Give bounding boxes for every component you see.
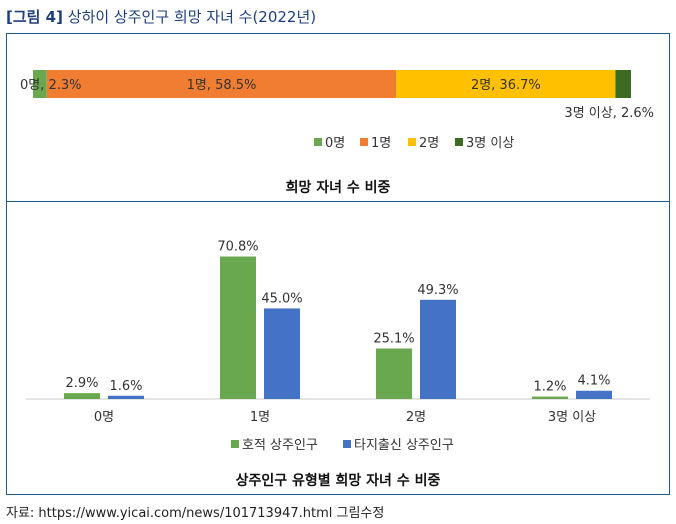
figure-title: [그림 4] 상하이 상주인구 희망 자녀 수(2022년) — [6, 6, 316, 27]
bar-value-label-0-0: 2.9% — [65, 376, 98, 391]
legend-label-3: 3명 이상 — [466, 136, 514, 151]
legend-swatch-s1 — [343, 440, 351, 448]
bar-value-label-0-3: 1.2% — [533, 380, 566, 395]
bar-value-label-1-2: 49.3% — [417, 283, 458, 298]
legend-label-0: 0명 — [325, 136, 345, 151]
bar-0-0 — [64, 393, 100, 399]
legend-swatch-0 — [314, 138, 322, 146]
bar-1-3 — [576, 390, 612, 399]
data-label-2: 2명, 36.7% — [471, 78, 541, 93]
legend-label-s0: 호적 상주인구 — [242, 438, 318, 453]
bar-value-label-1-0: 1.6% — [109, 379, 142, 394]
x-tick-label-2: 2명 — [406, 410, 426, 425]
panel-divider — [6, 201, 670, 202]
bar-segment-2 — [396, 70, 616, 98]
figure-label: [그림 4] — [6, 8, 63, 26]
legend-label-s1: 타지출신 상주인구 — [354, 438, 454, 453]
bar-1-0 — [108, 395, 144, 399]
bar-segment-1 — [46, 70, 397, 98]
figure-frame — [6, 33, 670, 495]
legend-swatch-1 — [360, 138, 368, 146]
data-label-3: 3명 이상, 2.6% — [564, 106, 654, 121]
bar-0-3 — [532, 396, 568, 399]
data-label-0: 0명, 2.3% — [20, 78, 82, 93]
legend-label-2: 2명 — [419, 136, 439, 151]
legend-swatch-2 — [408, 138, 416, 146]
stacked-share-chart: 0명, 2.3% 1명, 58.5% 2명, 36.7% 3명 이상, 2.6% 0명 1… — [20, 70, 654, 196]
grouped-bar-chart: 2.9% 1.6% 0명 70.8% 45.0% 1명 25.1% 49.3% 2명 1.2% 4.… — [26, 240, 650, 489]
figure-title-text: 상하이 상주인구 희망 자녀 수(2022년) — [67, 8, 317, 26]
bar-value-label-0-1: 70.8% — [217, 240, 258, 255]
bar-1-2 — [420, 299, 456, 399]
chart-title: 상주인구 유형별 희망 자녀 수 비중 — [236, 472, 441, 489]
x-tick-label-3: 3명 이상 — [548, 410, 596, 425]
legend-label-1: 1명 — [371, 136, 391, 151]
x-tick-label-1: 1명 — [250, 410, 270, 425]
bar-0-2 — [376, 348, 412, 399]
chart-title: 희망 자녀 수 비중 — [286, 179, 391, 196]
bar-value-label-0-2: 25.1% — [373, 331, 414, 346]
bar-1-1 — [264, 308, 300, 399]
source-note: 자료: https://www.yicai.com/news/101713947… — [6, 506, 385, 521]
legend-swatch-s0 — [231, 440, 239, 448]
x-tick-label-0: 0명 — [94, 410, 114, 425]
bar-segment-3 — [615, 70, 631, 98]
bar-value-label-1-1: 45.0% — [261, 291, 302, 306]
bar-0-1 — [220, 256, 256, 399]
bar-segment-0 — [33, 70, 47, 98]
legend-swatch-3 — [455, 138, 463, 146]
data-label-1: 1명, 58.5% — [187, 78, 257, 93]
bar-value-label-1-3: 4.1% — [577, 374, 610, 389]
